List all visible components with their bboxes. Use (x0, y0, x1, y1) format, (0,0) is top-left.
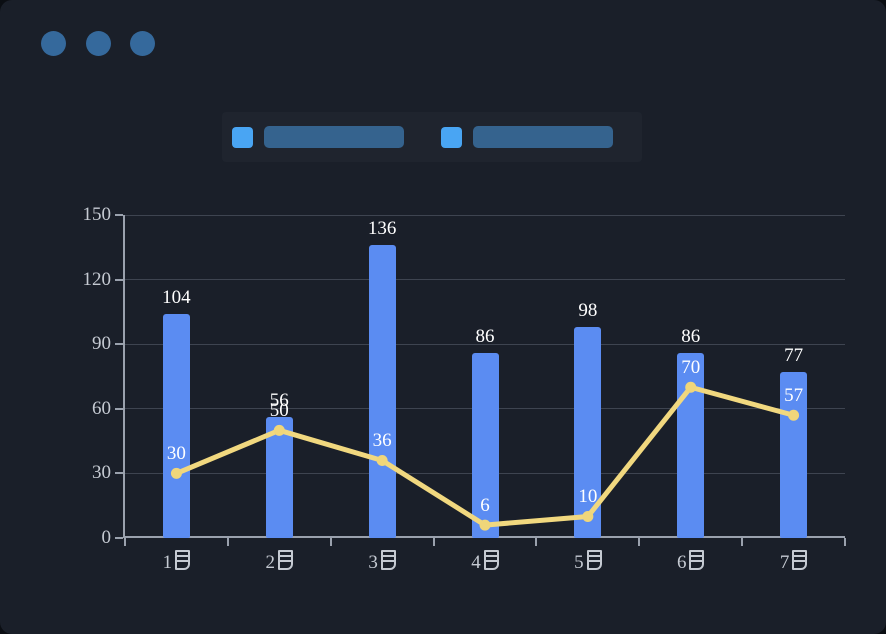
y-axis-tick (115, 537, 123, 539)
line-point-4月[interactable] (479, 519, 491, 531)
month-glyph (278, 550, 294, 570)
window-controls (41, 31, 155, 56)
month-glyph (483, 550, 499, 570)
y-axis-label: 90 (92, 333, 111, 355)
bar-value-label: 86 (475, 325, 495, 347)
y-axis-label: 120 (82, 268, 112, 290)
month-glyph (689, 550, 705, 570)
legend-item-1[interactable] (232, 126, 404, 148)
bar-3月[interactable] (368, 245, 396, 538)
line-value-label: 57 (784, 385, 804, 407)
legend-swatch-icon (441, 126, 462, 148)
y-axis-line (123, 215, 125, 538)
bar-value-label: 56 (269, 390, 289, 412)
line-value-label: 6 (480, 495, 490, 517)
x-axis-tick (329, 538, 332, 546)
x-axis-label: 1 (125, 550, 228, 575)
gridline (125, 343, 845, 345)
bar-2月[interactable] (265, 417, 293, 538)
x-axis-tick (741, 538, 744, 546)
line-point-7月[interactable] (788, 409, 800, 421)
chart-legend (222, 112, 642, 162)
bar-value-label: 136 (367, 218, 397, 240)
y-axis-tick (115, 278, 123, 281)
month-glyph (792, 550, 808, 570)
line-point-2月[interactable] (273, 424, 285, 436)
bar-7月[interactable] (780, 372, 808, 538)
month-glyph (586, 550, 602, 570)
bar-value-label: 104 (162, 287, 191, 309)
legend-label-redacted (473, 126, 613, 148)
y-axis-tick (115, 343, 123, 346)
y-axis-tick (115, 407, 123, 410)
bar-value-label: 86 (681, 325, 701, 347)
x-axis-label: 2 (228, 550, 331, 575)
x-axis-tick (124, 538, 126, 546)
line-value-label: 10 (578, 486, 598, 508)
gridline (125, 214, 845, 216)
line-point-1月[interactable] (170, 467, 182, 479)
x-axis-label: 4 (434, 550, 537, 575)
bar-value-label: 98 (578, 299, 598, 321)
y-axis-label: 30 (92, 462, 111, 484)
x-axis-label: 5 (536, 550, 639, 575)
bar-1月[interactable] (162, 314, 190, 538)
month-glyph (380, 550, 396, 570)
line-value-label: 36 (372, 430, 392, 452)
line-series (170, 381, 800, 531)
y-axis-tick (115, 214, 123, 216)
x-axis-label: 6 (639, 550, 742, 575)
x-axis-tick (226, 538, 229, 546)
y-axis-label: 60 (92, 397, 111, 419)
month-glyph (175, 550, 191, 570)
y-axis-label: 150 (82, 204, 112, 225)
line-value-label: 50 (269, 400, 289, 422)
line-point-5月[interactable] (582, 510, 594, 522)
bar-4月[interactable] (471, 352, 499, 538)
x-axis-label: 3 (331, 550, 434, 575)
line-point-6月[interactable] (685, 381, 697, 393)
bar-value-label: 77 (784, 345, 804, 367)
window-dot-1[interactable] (41, 31, 66, 56)
y-axis-label: 0 (101, 527, 112, 548)
line-point-3月[interactable] (376, 454, 388, 466)
gridline (125, 279, 845, 281)
legend-label-redacted (264, 126, 404, 148)
legend-swatch-icon (232, 126, 253, 148)
window-dot-3[interactable] (130, 31, 155, 56)
x-axis-label: 7 (742, 550, 845, 575)
y-axis-tick (115, 472, 123, 475)
legend-item-2[interactable] (441, 126, 613, 148)
line-value-label: 30 (166, 443, 186, 465)
line-value-label: 70 (681, 357, 701, 379)
x-axis-tick (638, 538, 641, 546)
window-dot-2[interactable] (85, 31, 111, 56)
plot-area: 0 30 60 90 120 150 1 2 3 4 5 6 7 104 56 136 86 98 86 77 30 50… (83, 204, 846, 573)
x-axis-tick (432, 538, 435, 546)
x-axis-tick (844, 538, 846, 546)
x-axis-tick (535, 538, 538, 546)
